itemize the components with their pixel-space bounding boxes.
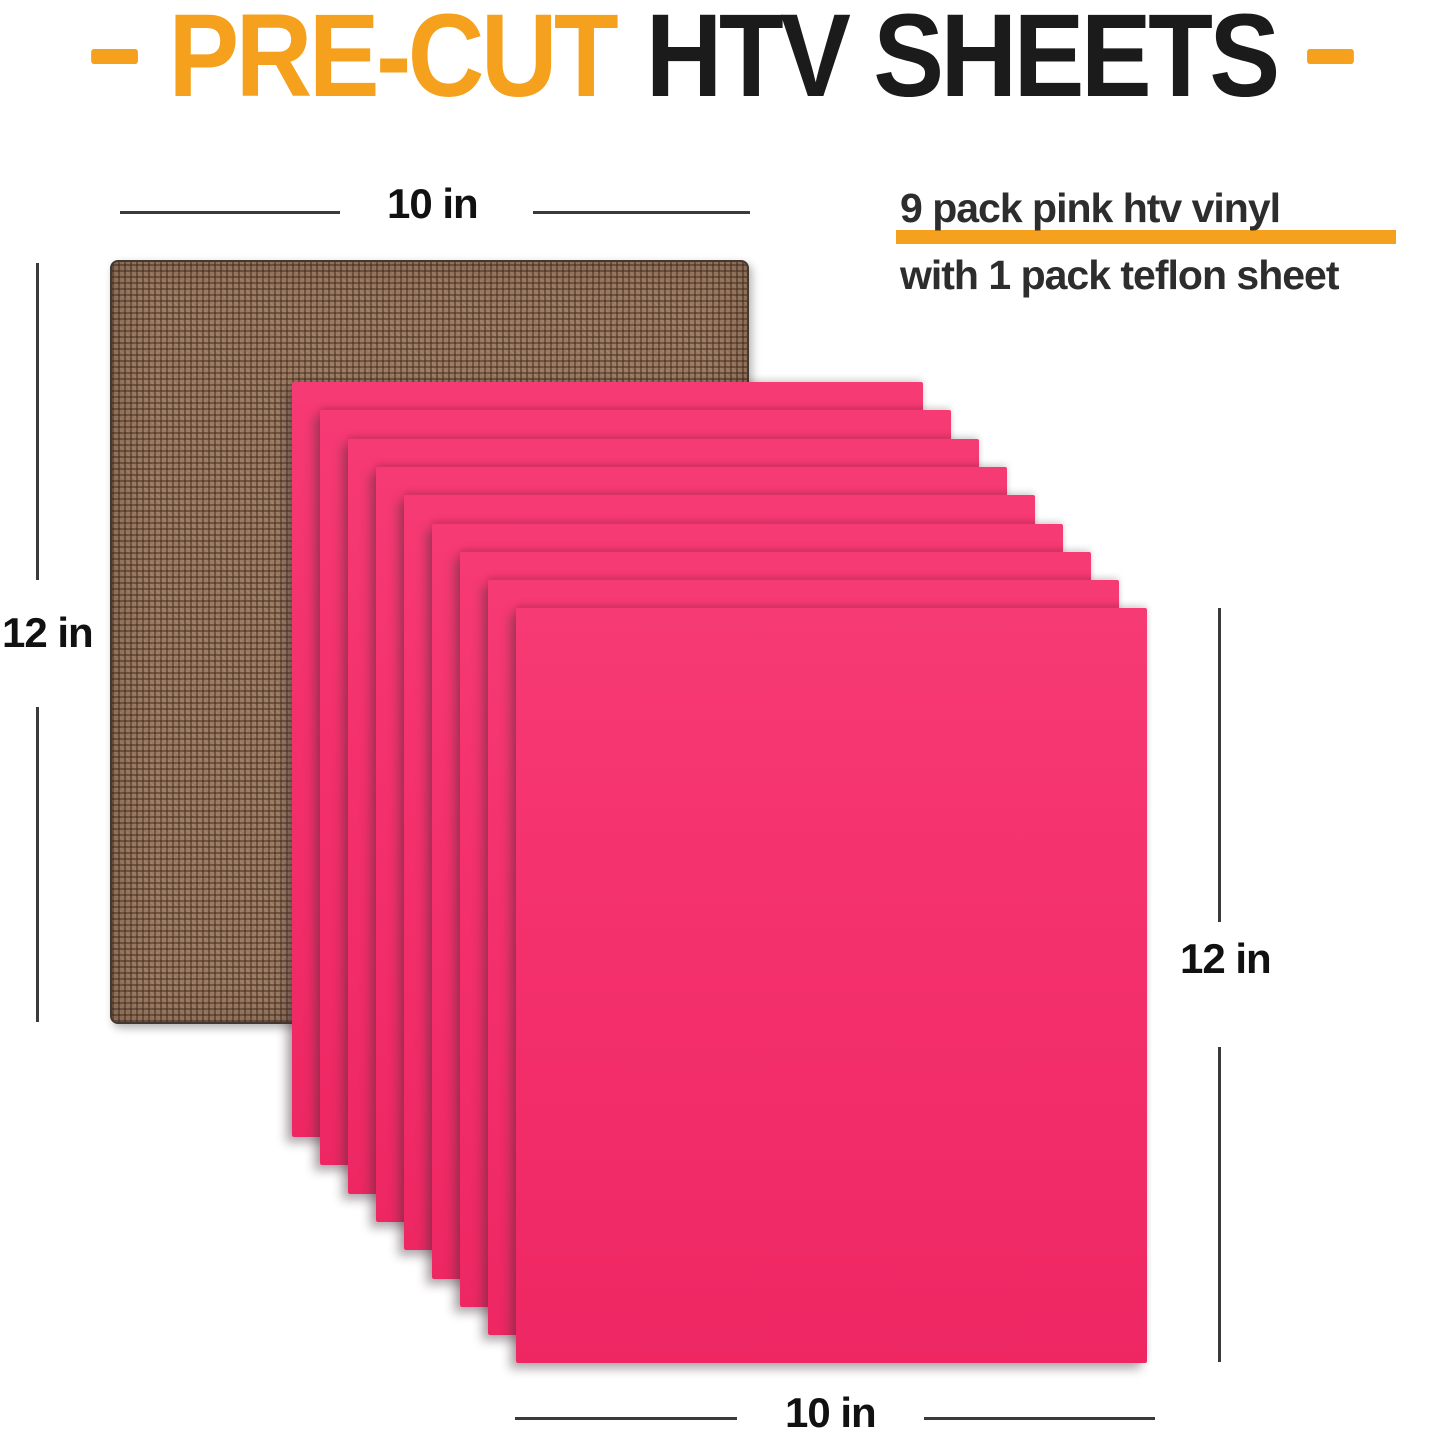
- title-text-precut: PRE-CUT: [168, 0, 618, 122]
- dim-right-line-top: [1218, 608, 1221, 922]
- dim-top-label: 10 in: [387, 180, 479, 227]
- orange-underline: [896, 230, 1396, 244]
- title-dash-right-icon: [1307, 48, 1355, 64]
- dim-top-line-right: [533, 211, 750, 214]
- dim-bottom-line-right: [924, 1417, 1155, 1420]
- product-description: 9 pack pink htv vinyl with 1 pack teflon…: [896, 185, 1420, 299]
- dim-bottom-line-left: [515, 1417, 737, 1420]
- dim-left-line-bottom: [36, 707, 39, 1022]
- dim-left-label: 12 in: [2, 609, 94, 656]
- page-title: PRE-CUT HTV SHEETS: [72, 0, 1373, 122]
- pink-sheet: [516, 608, 1147, 1364]
- dim-right-line-bottom: [1218, 1047, 1221, 1362]
- dim-top-line-left: [120, 211, 340, 214]
- description-line-2: with 1 pack teflon sheet: [900, 252, 1340, 299]
- description-line-1: 9 pack pink htv vinyl: [900, 185, 1281, 231]
- title-text-htv-sheets: HTV SHEETS: [645, 0, 1280, 122]
- title-dash-left-icon: [90, 48, 138, 64]
- dim-left-line-top: [36, 263, 39, 580]
- dim-right-label: 12 in: [1180, 935, 1272, 982]
- dim-bottom-label: 10 in: [785, 1389, 877, 1435]
